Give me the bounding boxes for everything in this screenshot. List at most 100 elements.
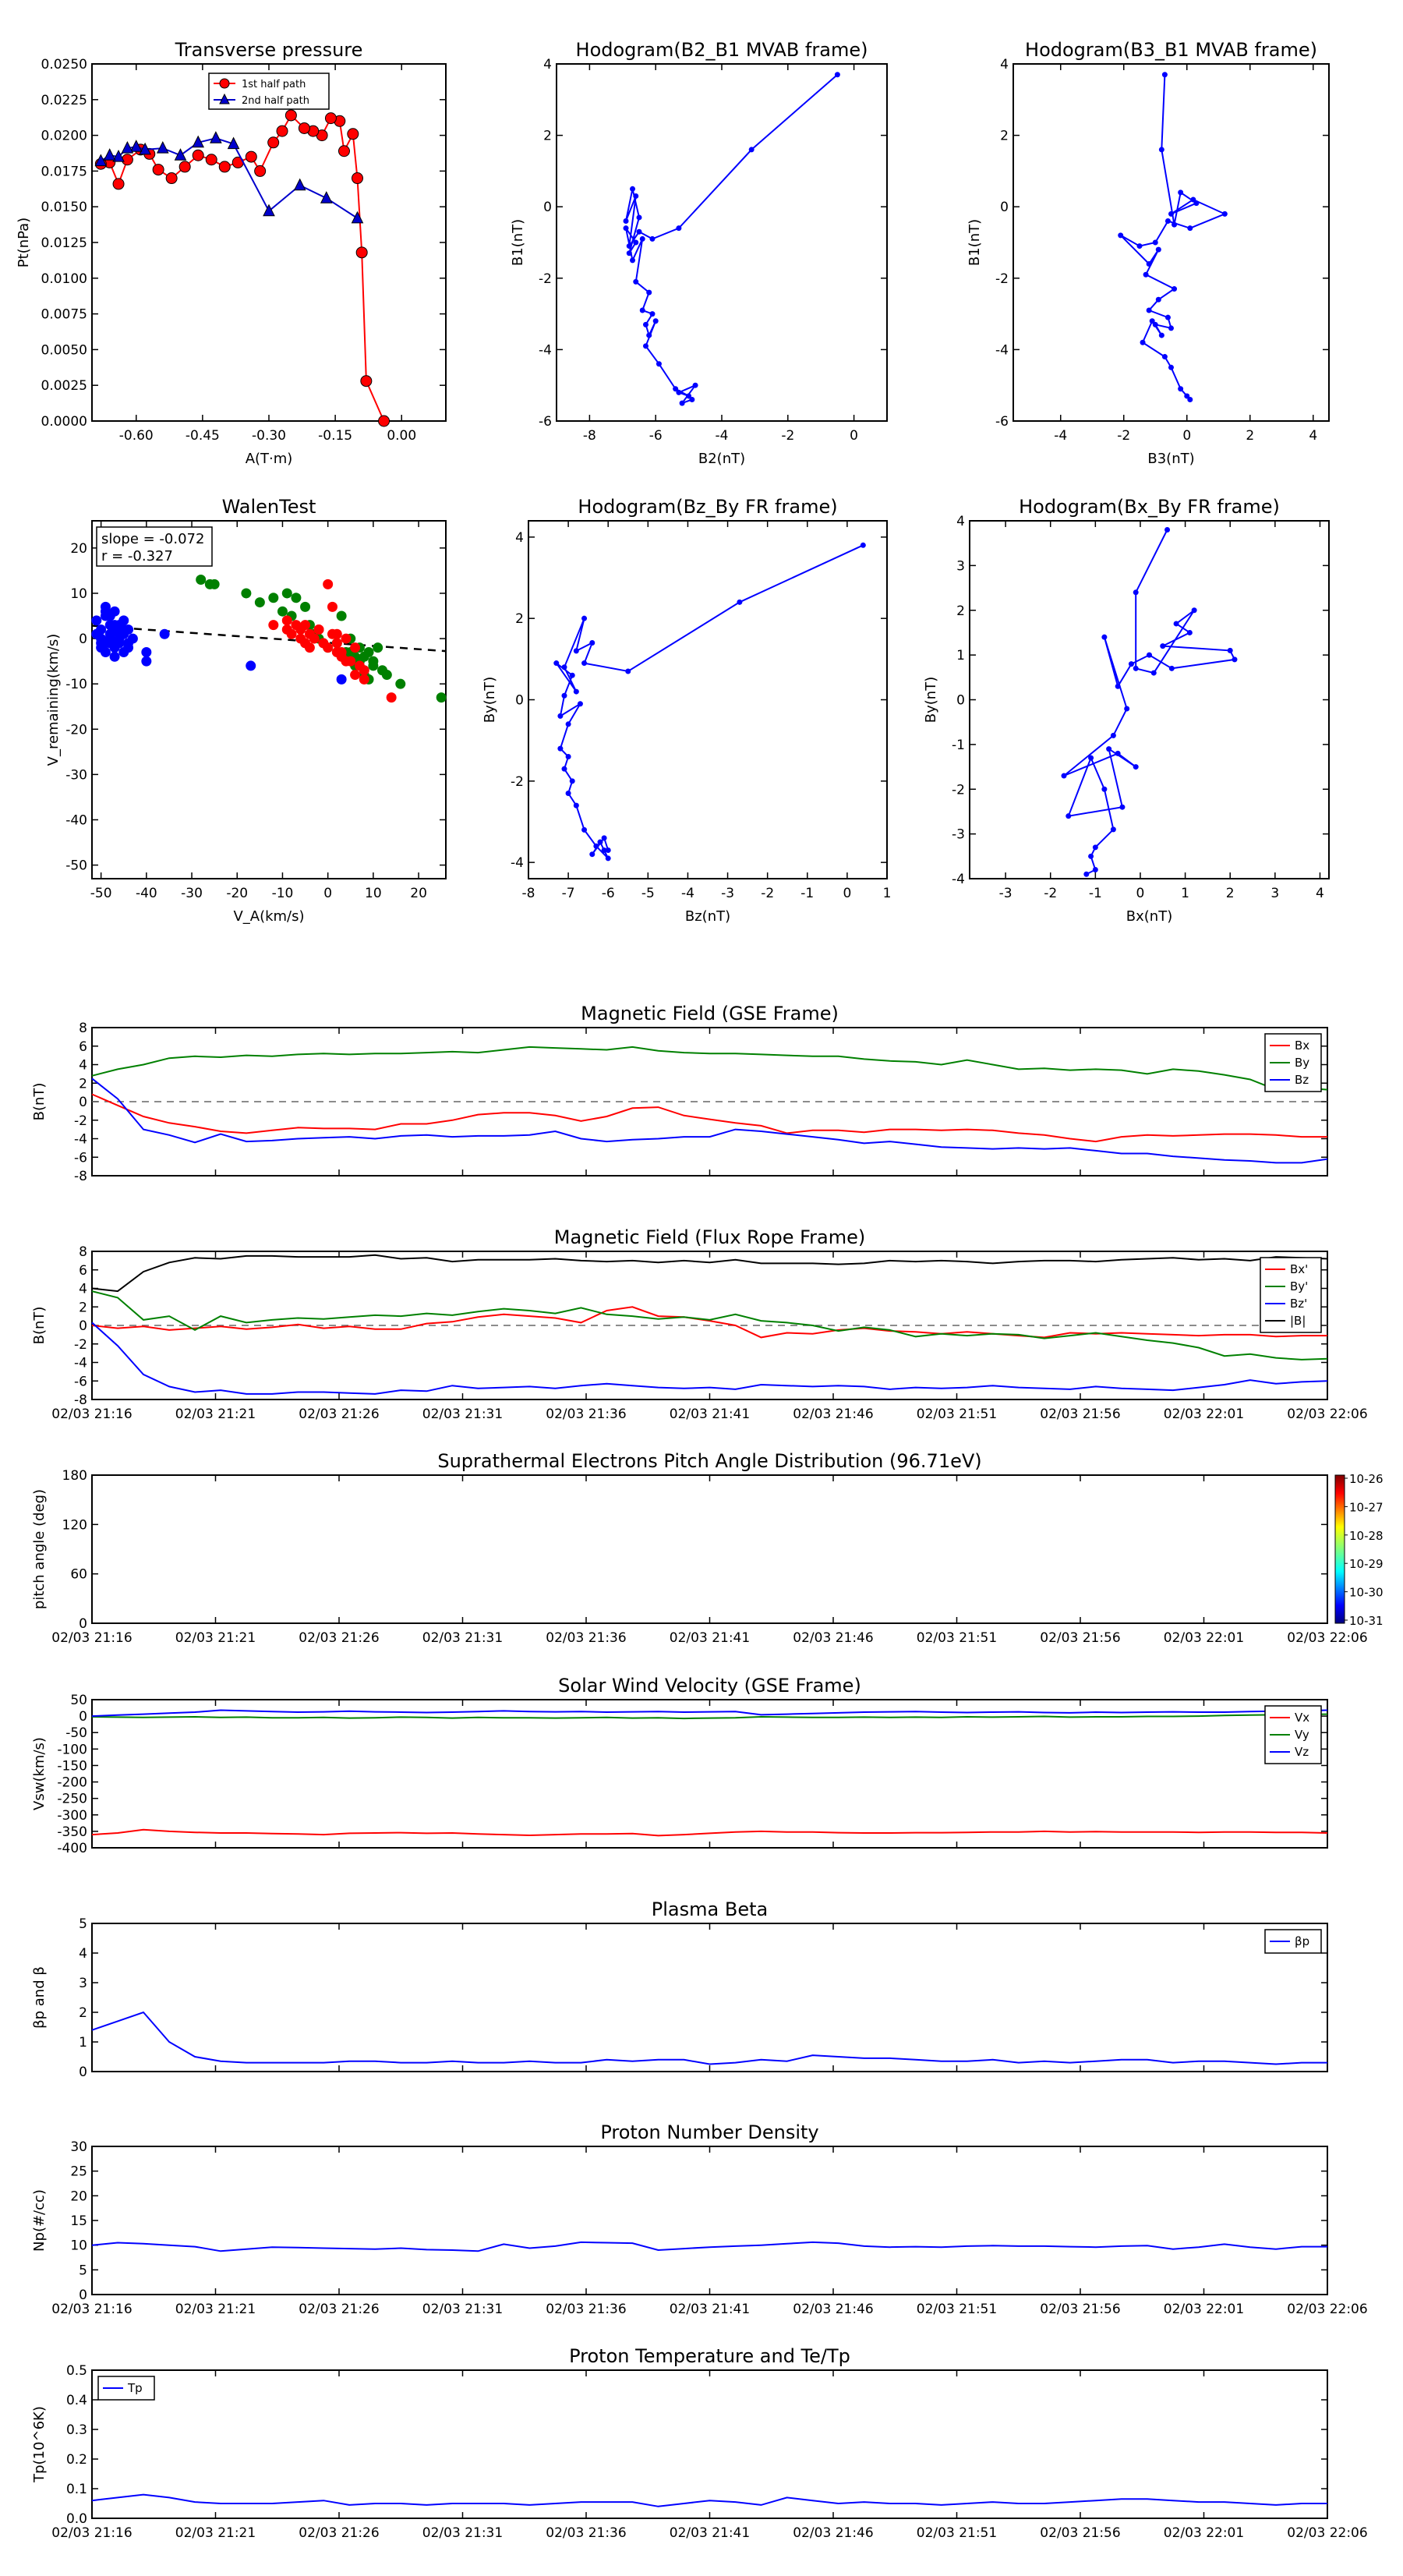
data-point	[1191, 607, 1197, 614]
data-point	[581, 615, 588, 621]
x-axis-label: B2(nT)	[698, 451, 745, 467]
data-point	[581, 660, 588, 667]
data-point	[1110, 732, 1116, 738]
x-tick-label: 02/03 22:01	[1164, 1630, 1244, 1646]
y-tick-label: 0	[515, 693, 524, 709]
panel-hxy: Hodogram(Bx_By FR frame) -4 -3 -2 -1 0 1 2 3 4 -3 -…	[923, 496, 1330, 925]
x-tick-label: 02/03 22:01	[1164, 2302, 1244, 2317]
plot-frame	[556, 63, 888, 422]
y-tick-label: -30	[65, 767, 87, 783]
y-axis-label: Vsw(km/s)	[31, 1737, 48, 1810]
data-point	[1124, 706, 1130, 712]
data-point	[320, 191, 333, 203]
y-tick-label: -2	[952, 782, 965, 798]
plot-frame	[91, 2146, 1328, 2295]
data-point	[381, 670, 392, 681]
data-point	[327, 601, 337, 612]
data-point	[686, 393, 692, 399]
data-point	[573, 648, 579, 654]
data-point	[1092, 867, 1098, 873]
y-tick-label: 0.0150	[41, 200, 87, 215]
y-tick-label: 1	[79, 2035, 87, 2051]
data-point	[359, 665, 369, 676]
data-point	[209, 579, 220, 589]
y-tick-label: 4	[79, 1058, 87, 1074]
data-point	[561, 664, 567, 671]
x-tick-label: 02/03 21:41	[670, 2302, 750, 2317]
data-point	[355, 246, 368, 259]
y-tick-label: 8	[79, 1021, 87, 1036]
data-point	[123, 624, 134, 635]
y-tick-label: -4	[511, 855, 524, 871]
data-point	[347, 128, 359, 140]
x-tick-label: 02/03 21:46	[793, 1407, 873, 1422]
data-point	[1146, 260, 1152, 267]
x-axis-label: A(T·m)	[246, 451, 293, 467]
data-point	[94, 154, 108, 167]
panel-beta: Plasma Beta 0 1 2 3 4 5 βp and β βp	[31, 1898, 1328, 2080]
data-point	[395, 678, 406, 689]
data-point	[601, 835, 607, 841]
x-tick-label: 0	[1182, 428, 1191, 444]
y-tick-label: 2	[79, 1300, 87, 1315]
data-point	[626, 250, 632, 257]
y-axis-label: B(nT)	[31, 1083, 48, 1121]
panel-pad: Suprathermal Electrons Pitch Angle Distr…	[31, 1450, 1368, 1646]
x-tick-label: 3	[1270, 886, 1279, 901]
data-point	[165, 172, 178, 185]
legend-label: By'	[1290, 1279, 1308, 1293]
y-tick-label: 0.2	[66, 2452, 87, 2468]
x-tick-label: 0	[850, 428, 858, 444]
y-tick-label: 120	[62, 1517, 87, 1533]
data-point	[351, 211, 364, 224]
data-point	[313, 624, 324, 635]
data-point	[114, 628, 125, 639]
x-tick-label: 02/03 21:36	[546, 1630, 626, 1646]
y-tick-label: 0	[79, 1709, 87, 1725]
y-tick-label: 0	[956, 693, 965, 709]
colorbar-bar	[1334, 1474, 1345, 1624]
data-point	[569, 778, 575, 784]
data-point	[1118, 232, 1124, 239]
data-point	[304, 642, 315, 653]
data-point	[281, 615, 292, 626]
x-tick-label: 0	[843, 886, 851, 901]
legend-label: Bx	[1295, 1039, 1309, 1053]
legend: Vx Vy Vz	[1264, 1705, 1322, 1764]
x-tick-label: 02/03 21:41	[670, 2525, 750, 2541]
data-point	[1115, 750, 1121, 756]
series-line	[91, 1306, 1327, 1339]
x-tick-label: -4	[681, 886, 694, 901]
data-point	[121, 154, 133, 166]
x-tick-label: 02/03 21:26	[299, 2525, 379, 2541]
data-point	[139, 142, 151, 155]
data-point	[1133, 764, 1139, 770]
y-tick-label: -6	[74, 1374, 87, 1389]
data-point	[1110, 826, 1116, 833]
y-tick-label: 0.0250	[41, 57, 87, 73]
data-point	[100, 646, 111, 657]
data-point	[291, 593, 302, 603]
data-point	[1133, 589, 1139, 596]
y-tick-label: 4	[515, 530, 524, 546]
x-tick-label: 02/03 21:16	[51, 1630, 132, 1646]
x-tick-label: -2	[781, 428, 794, 444]
chart-title: Hodogram(Bx_By FR frame)	[1019, 496, 1280, 518]
legend: Tp	[97, 2376, 155, 2401]
data-point	[1168, 325, 1174, 331]
y-tick-label: -350	[57, 1824, 87, 1840]
data-point	[565, 754, 571, 760]
x-tick-label: -3	[721, 886, 734, 901]
data-point	[109, 651, 120, 662]
y-axis-label: By(nT)	[923, 677, 939, 723]
y-tick-label: 3	[79, 1976, 87, 1991]
data-point	[112, 178, 125, 190]
y-tick-label: 0.4	[66, 2393, 87, 2408]
x-tick-label: 4	[1316, 886, 1324, 901]
x-tick-label: 02/03 21:56	[1040, 2525, 1120, 2541]
y-tick-label: 0	[79, 1318, 87, 1334]
y-tick-label: 10	[70, 2238, 87, 2254]
data-point	[605, 855, 611, 862]
x-tick-label: 0	[323, 886, 332, 901]
x-tick-label: 02/03 21:46	[793, 2302, 873, 2317]
